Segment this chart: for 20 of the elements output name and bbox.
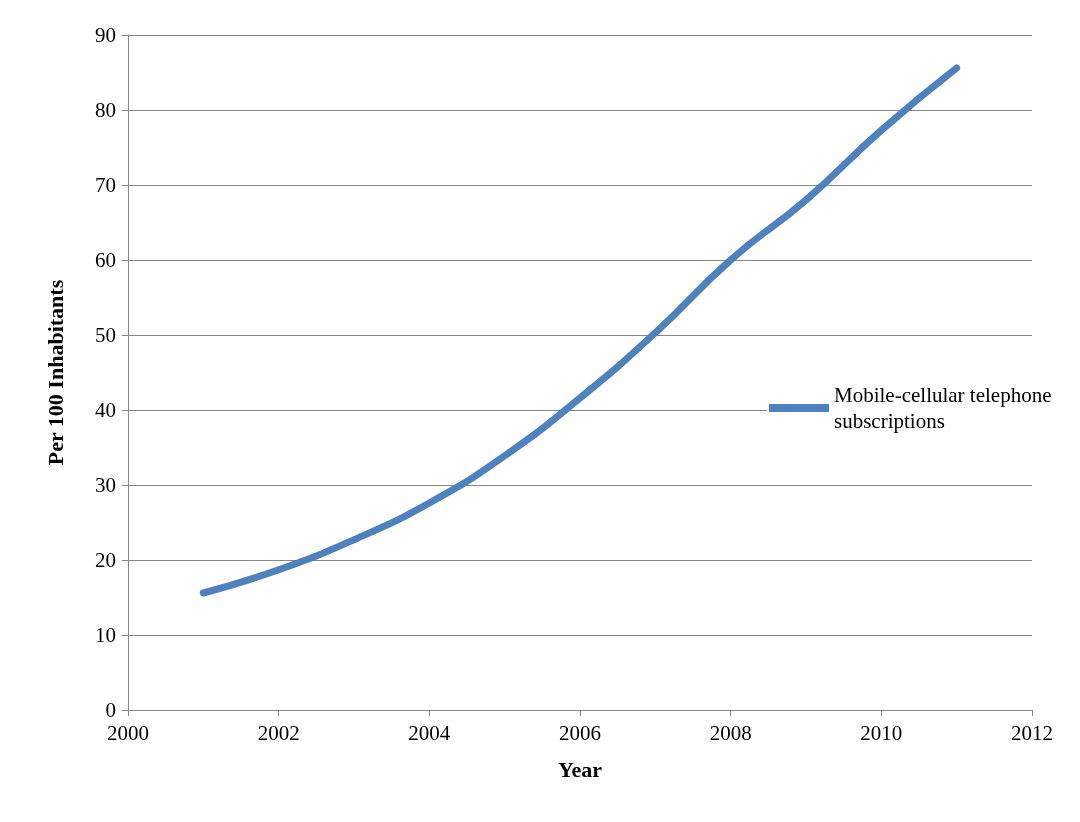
x-tick-label: 2002 — [257, 720, 300, 745]
x-axis-title: Year — [558, 756, 603, 782]
y-tick-label: 90 — [95, 23, 116, 47]
y-tick-label: 40 — [95, 398, 116, 422]
x-tick-label: 2012 — [1011, 720, 1053, 745]
x-tick-label: 2010 — [860, 720, 903, 745]
legend-label: Mobile-cellular telephone subscriptions — [834, 383, 1057, 433]
x-tick-label: 2008 — [709, 720, 752, 745]
x-tick-label: 2000 — [107, 720, 149, 745]
y-tick-label: 10 — [95, 623, 116, 647]
x-tick-label: 2006 — [559, 720, 601, 745]
y-tick-label: 70 — [95, 173, 116, 197]
y-tick-label: 50 — [95, 323, 116, 347]
y-axis-title: Per 100 Inhabitants — [42, 279, 68, 466]
y-tick-label: 0 — [105, 698, 116, 722]
y-tick-label: 30 — [95, 473, 116, 497]
y-tick-label: 20 — [95, 548, 116, 572]
y-tick-label: 80 — [95, 98, 116, 122]
x-tick-label: 2004 — [408, 720, 451, 745]
y-tick-label: 60 — [95, 248, 116, 272]
